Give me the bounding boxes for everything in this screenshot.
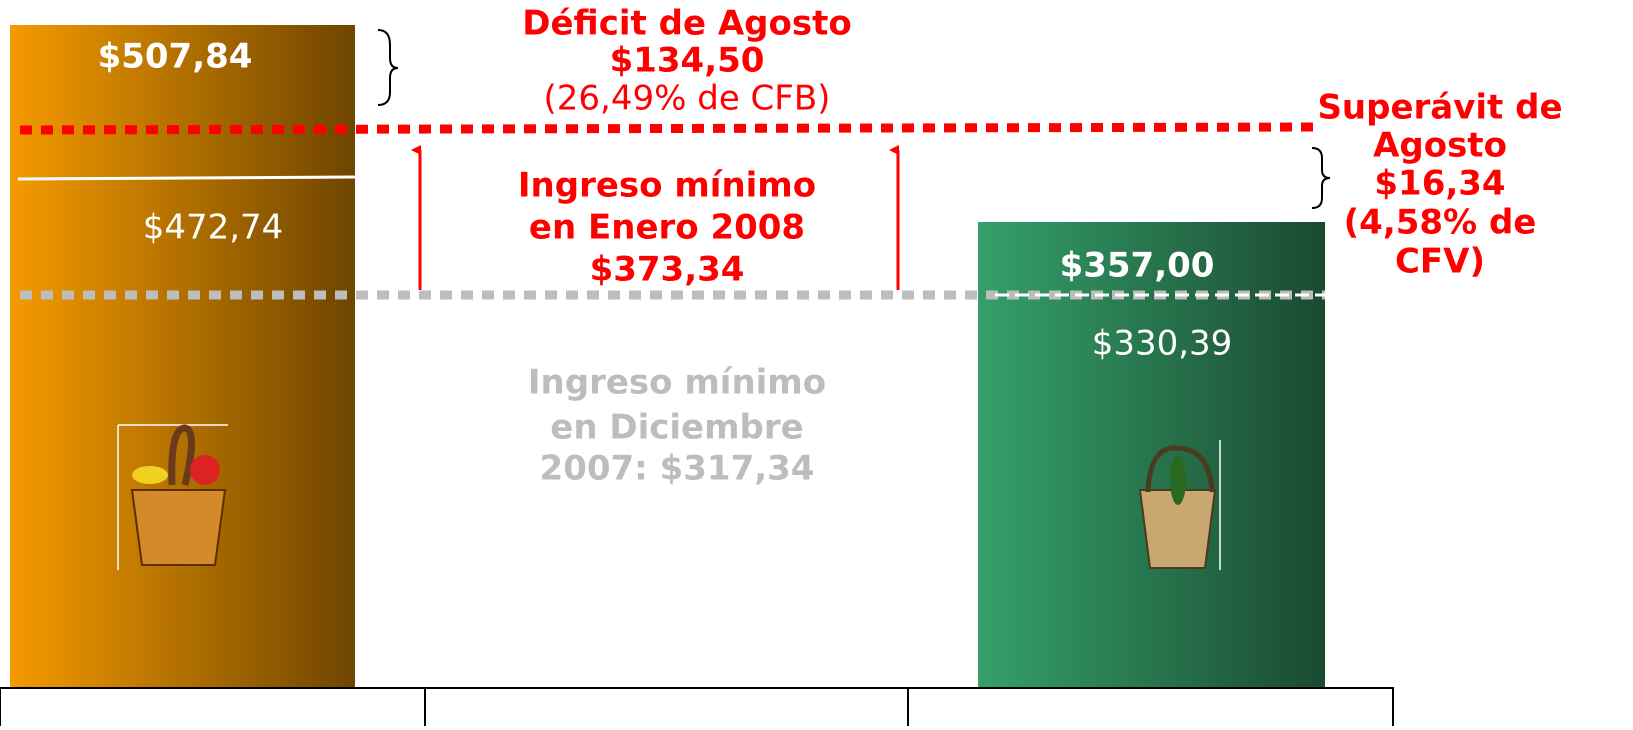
surplus-text: Agosto <box>1373 126 1507 166</box>
surplus-text: Superávit de <box>1317 88 1562 128</box>
new-minimum-text: Ingreso mínimo <box>518 166 816 206</box>
value-label: $472,74 <box>143 208 284 248</box>
old-minimum-text: 2007: $317,34 <box>540 449 815 489</box>
new-minimum-text: $373,34 <box>590 250 745 290</box>
old-minimum-text: Ingreso mínimo <box>528 363 826 403</box>
brace <box>377 29 399 106</box>
surplus-text: $16,34 <box>1374 164 1505 204</box>
surplus-text: CFV) <box>1395 242 1485 282</box>
brace <box>1311 147 1331 209</box>
value-label: $357,00 <box>1060 246 1215 286</box>
divider <box>17 175 356 181</box>
basket-icon <box>1138 440 1221 570</box>
new-minimum-text: en Enero 2008 <box>529 208 805 248</box>
old-minimum-text: en Diciembre <box>550 408 803 448</box>
basket-icon <box>117 424 228 570</box>
deficit-line <box>19 122 1316 135</box>
left-bar <box>10 25 355 726</box>
value-label: $330,39 <box>1092 324 1233 364</box>
deficit-text: $134,50 <box>610 41 765 81</box>
deficit-text: (26,49% de CFB) <box>544 79 831 119</box>
right-bar <box>978 222 1325 690</box>
surplus-text: (4,58% de <box>1344 203 1537 243</box>
value-label: $507,84 <box>98 37 253 77</box>
deficit-text: Déficit de Agosto <box>522 4 851 44</box>
table <box>0 687 1394 729</box>
